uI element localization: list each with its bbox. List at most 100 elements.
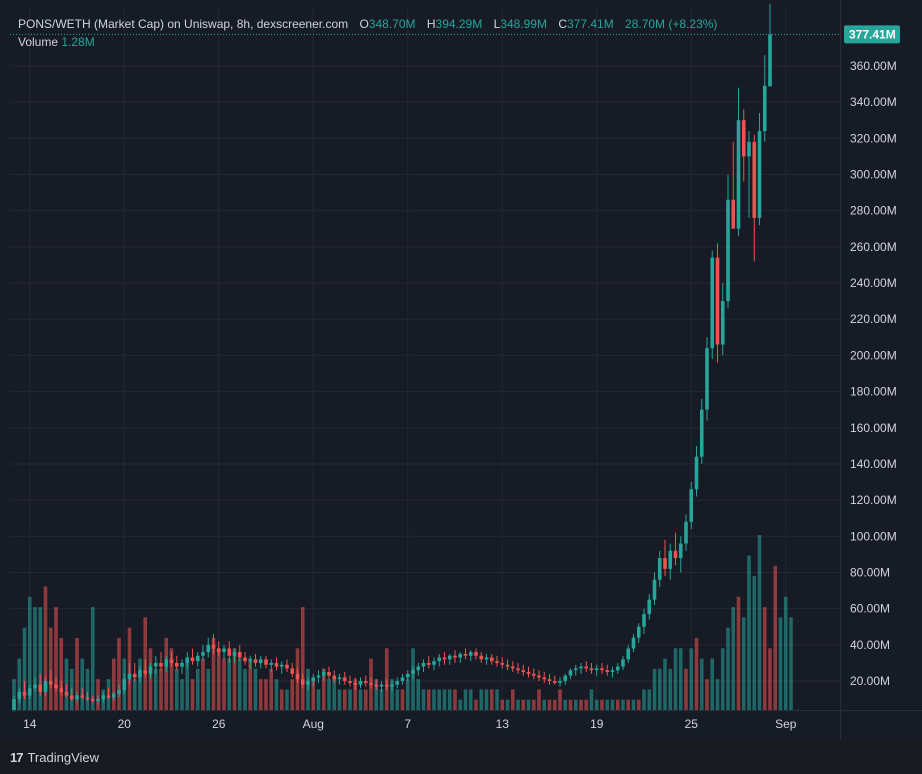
x-tick-label: Aug <box>303 717 324 731</box>
volume-bar <box>426 689 431 710</box>
volume-bar <box>474 699 478 710</box>
volume-bar <box>85 668 90 710</box>
candle-body <box>342 677 347 682</box>
volume-bar <box>757 535 762 710</box>
candle-body <box>180 662 184 667</box>
y-tick-label: 60.00M <box>850 602 890 616</box>
y-tick-label: 280.00M <box>850 204 897 218</box>
volume-bar <box>594 699 599 710</box>
volume-bar <box>348 689 352 710</box>
volume-bar <box>279 689 284 710</box>
volume-bar <box>489 689 494 710</box>
candle-body <box>363 681 368 683</box>
candle-body <box>216 648 221 653</box>
candle-body <box>80 695 85 698</box>
candle-body <box>626 648 631 660</box>
candle-body <box>96 699 100 701</box>
candle-body <box>510 666 515 669</box>
volume-bar <box>605 699 610 710</box>
volume-bar <box>558 689 562 710</box>
candle-body <box>69 695 74 700</box>
volume-bar <box>138 658 142 710</box>
candle-body <box>59 688 64 692</box>
tradingview-logo[interactable]: 17 TradingView <box>10 748 99 766</box>
volume-bar <box>589 689 594 710</box>
candle-body <box>384 684 389 687</box>
volume-bar <box>258 679 263 710</box>
volume-bar <box>741 617 746 710</box>
volume-bar <box>432 689 436 710</box>
volume-bar <box>117 637 121 710</box>
axes: 20.00M 40.00M 60.00M 80.00M 100.00M 120.00M 14… <box>10 0 922 740</box>
footer-bar <box>0 740 922 774</box>
candle-body <box>22 691 27 696</box>
volume-bar <box>363 689 368 710</box>
candle-body <box>279 664 284 667</box>
candle-body <box>48 681 53 685</box>
candle-body <box>615 666 620 671</box>
volume-bar <box>390 679 394 710</box>
volume-bar <box>652 668 657 710</box>
volume-bar <box>395 689 400 710</box>
candle-body <box>195 655 200 662</box>
candle-body <box>673 550 678 559</box>
volume-bar <box>537 689 541 710</box>
y-tick-label: 220.00M <box>850 312 897 326</box>
candle-body <box>253 659 258 663</box>
candle-body <box>573 668 578 671</box>
volume-bar <box>484 689 489 710</box>
candlestick-chart[interactable]: 20.00M 40.00M 60.00M 80.00M 100.00M 120.00M 14… <box>0 0 922 740</box>
symbol-title[interactable]: PONS/WETH (Market Cap) on Uniswap, 8h, d… <box>18 17 349 31</box>
y-tick-label: 80.00M <box>850 565 890 579</box>
volume-bar <box>579 699 583 710</box>
candle-body <box>379 684 384 687</box>
volume-bar <box>442 689 447 710</box>
volume-bar <box>111 658 116 710</box>
volume-bar <box>694 637 699 710</box>
volume-bar <box>631 699 636 710</box>
candle-body <box>17 691 22 700</box>
candle-body <box>117 690 121 694</box>
candle-body <box>731 199 736 229</box>
candle-body <box>111 693 116 698</box>
volume-bar <box>12 679 16 710</box>
volume-bar <box>327 679 331 710</box>
candle-body <box>358 681 363 685</box>
volume-bar <box>584 699 589 710</box>
volume-bar <box>468 689 473 710</box>
candle-body <box>584 666 589 669</box>
candle-body <box>610 670 615 673</box>
volume-bar <box>516 699 520 710</box>
candle-body <box>164 659 169 667</box>
candles <box>12 3 772 712</box>
candle-body <box>699 409 704 457</box>
volume-bar <box>164 637 169 710</box>
volume-bar <box>232 648 237 710</box>
volume-value: 1.28M <box>61 35 95 49</box>
volume-bar <box>332 679 337 710</box>
candle-body <box>432 661 436 665</box>
candle-body <box>689 489 694 522</box>
candle-body <box>416 666 421 671</box>
candle-body <box>479 655 484 660</box>
change-value: 28.70M (+8.23%) <box>625 17 718 31</box>
volume-bar <box>678 648 683 710</box>
volume-label[interactable]: Volume <box>18 35 59 49</box>
chart-panel[interactable]: 20.00M 40.00M 60.00M 80.00M 100.00M 120.00M 14… <box>0 0 922 740</box>
candle-body <box>447 655 452 660</box>
volume-bar <box>300 607 305 710</box>
volume-bar <box>222 658 226 710</box>
candle-body <box>521 670 526 673</box>
candle-body <box>694 456 699 490</box>
volume-bar <box>447 689 452 710</box>
x-tick-label: 7 <box>404 717 411 731</box>
y-tick-label: 260.00M <box>850 240 897 254</box>
volume-bar <box>290 679 295 710</box>
candle-body <box>306 681 310 685</box>
volume-bar <box>720 648 725 710</box>
volume-bar <box>684 668 688 710</box>
volume-bar <box>668 668 673 710</box>
high-value: 394.29M <box>435 17 483 31</box>
candle-body <box>453 655 457 658</box>
candle-body <box>631 637 636 649</box>
